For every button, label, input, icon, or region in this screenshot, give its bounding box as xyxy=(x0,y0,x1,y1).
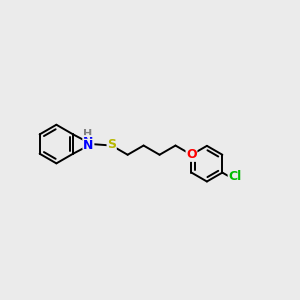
Text: N: N xyxy=(83,140,94,152)
Text: Cl: Cl xyxy=(228,170,242,183)
Text: N: N xyxy=(83,136,94,149)
Text: O: O xyxy=(186,148,197,161)
Text: H: H xyxy=(83,130,92,140)
Text: S: S xyxy=(107,138,116,151)
